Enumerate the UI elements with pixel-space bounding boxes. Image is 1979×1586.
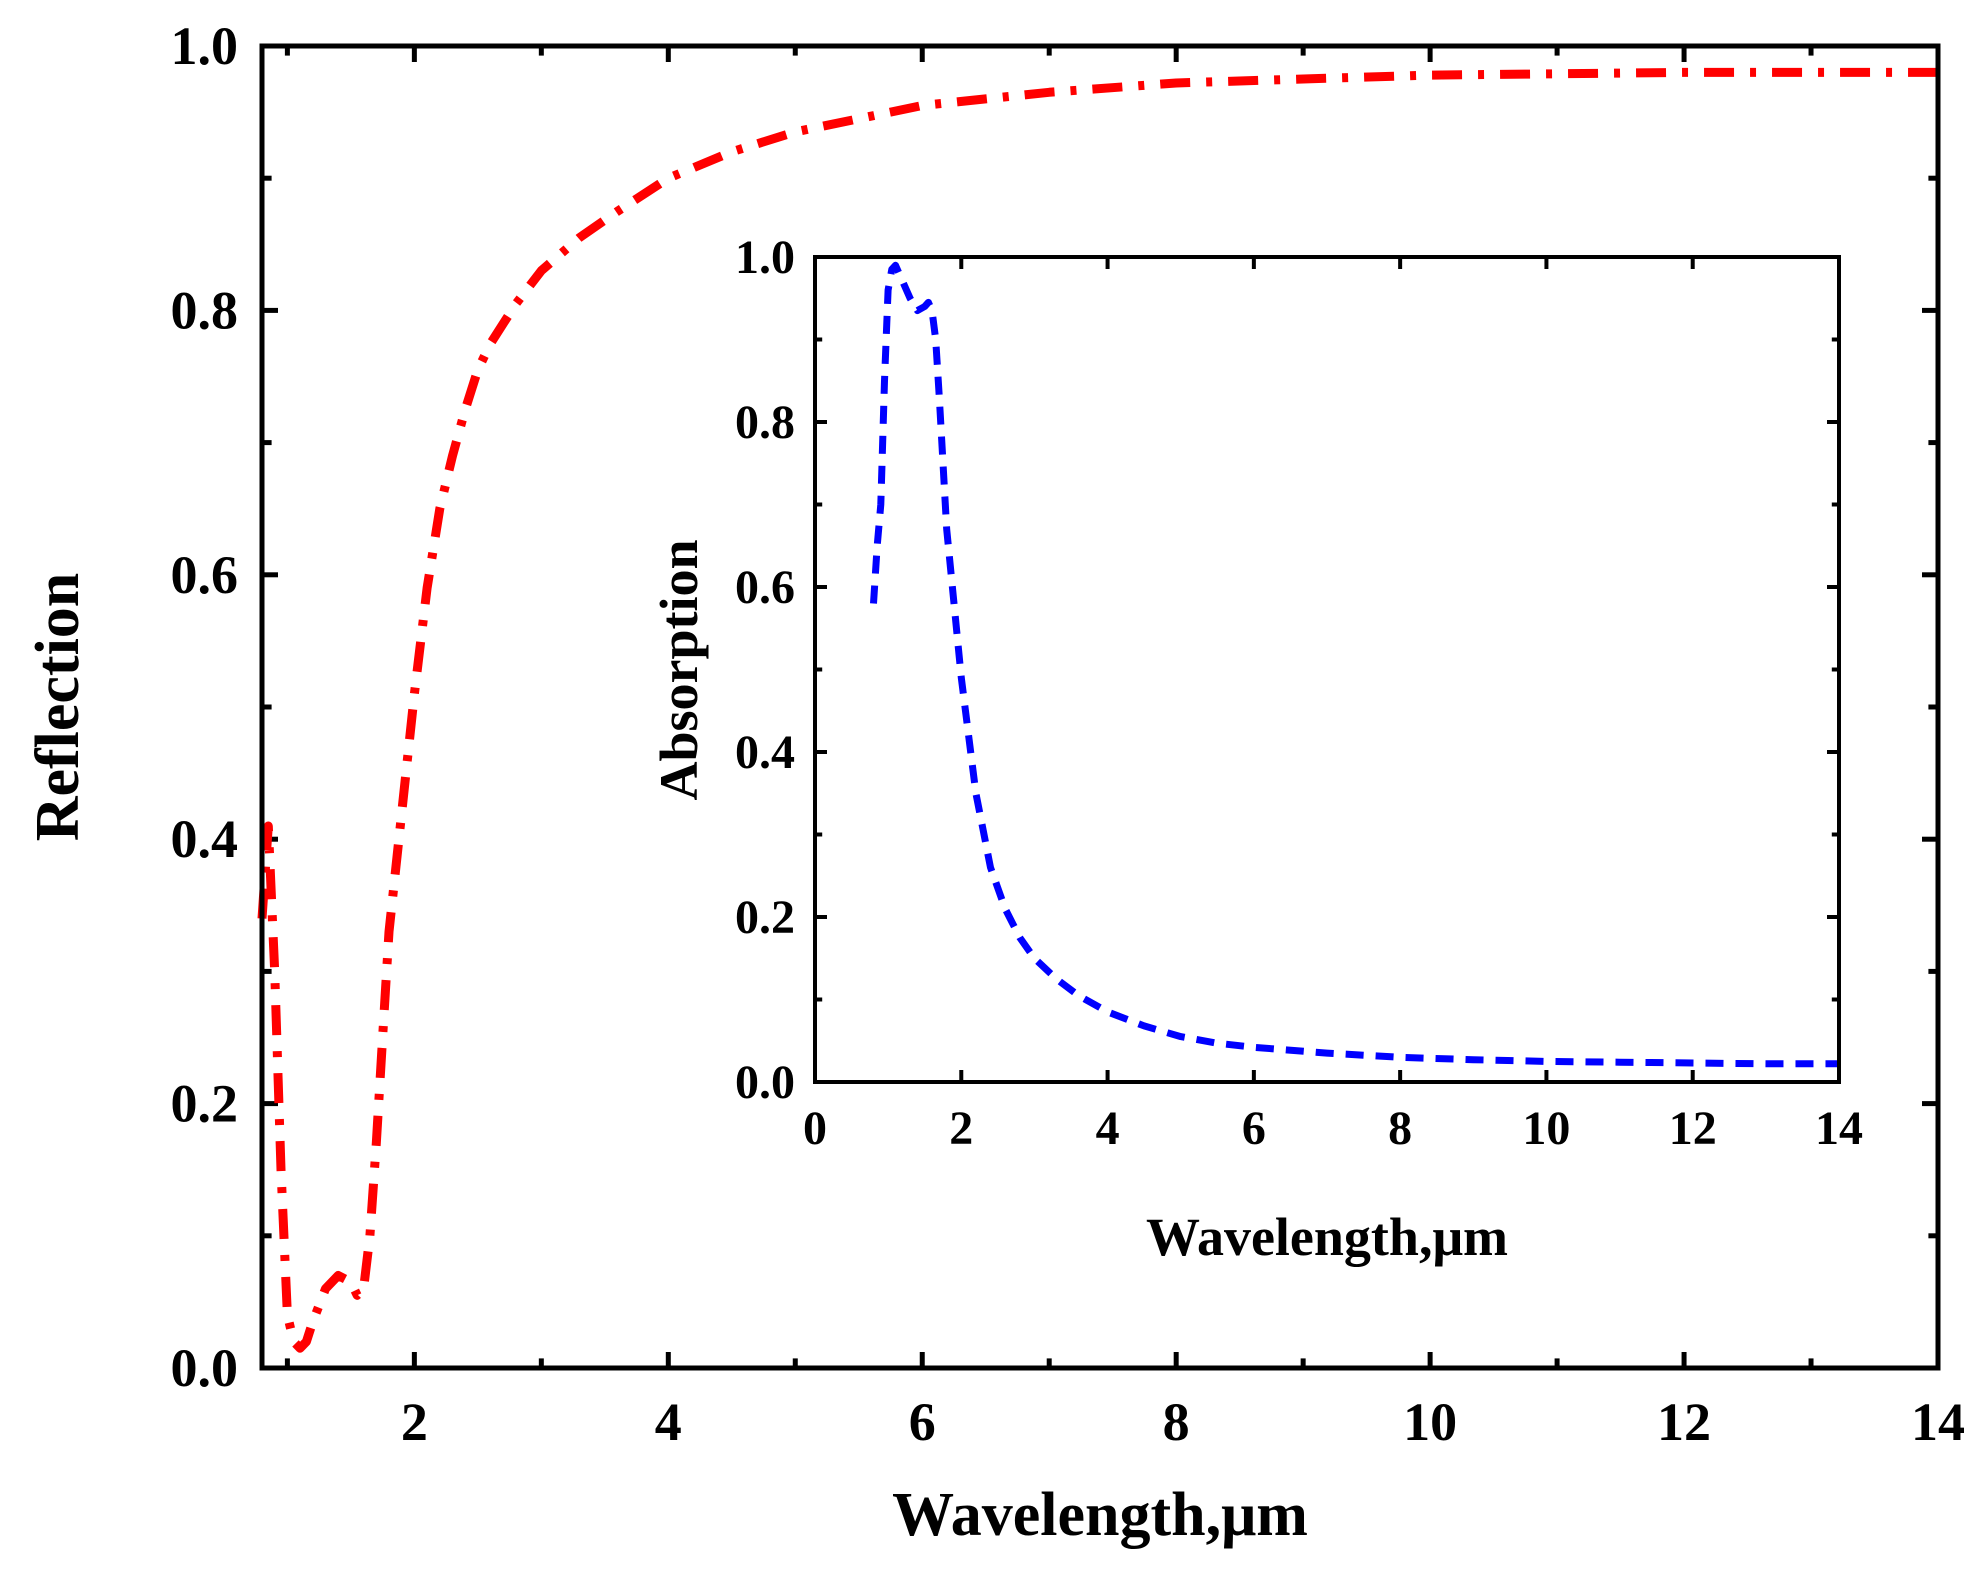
x-tick-label: 4	[1096, 1102, 1120, 1155]
reflection-series-line	[257, 67, 1938, 1353]
y-tick-label: 0.0	[735, 1056, 795, 1109]
main-x-axis-title: Wavelength,μm	[892, 1481, 1308, 1549]
x-tick-label: 12	[1669, 1102, 1717, 1155]
inset-background	[812, 253, 1842, 1083]
y-tick-label: 0.6	[735, 561, 795, 614]
y-tick-label: 1.0	[735, 231, 795, 284]
x-tick-label: 8	[1388, 1102, 1412, 1155]
x-tick-label: 2	[949, 1102, 973, 1155]
inset-series	[870, 261, 1839, 1068]
inset-y-axis-title: Absorption	[649, 539, 709, 800]
main-series	[257, 67, 1938, 1353]
x-tick-label: 14	[1815, 1102, 1863, 1155]
x-tick-label: 2	[401, 1392, 428, 1452]
y-tick-label: 0.8	[171, 280, 239, 340]
x-tick-label: 14	[1911, 1392, 1965, 1452]
inset-plot-frame	[813, 255, 1841, 1084]
x-tick-label: 6	[1242, 1102, 1266, 1155]
x-tick-label: 10	[1522, 1102, 1570, 1155]
y-tick-label: 0.2	[171, 1074, 239, 1134]
y-tick-label: 0.4	[171, 809, 239, 869]
inset-tick-labels: 0 2 4 6 8 10 12 14 0.0 0.2 0.4 0.6 0.8 1.0	[735, 231, 1863, 1155]
y-tick-label: 1.0	[171, 16, 239, 76]
absorption-series-line	[870, 261, 1839, 1068]
x-tick-label: 8	[1163, 1392, 1190, 1452]
main-y-axis-title: Reflection	[24, 573, 92, 842]
y-tick-label: 0.0	[171, 1338, 239, 1398]
main-tick-labels: 2 4 6 8 10 12 14 0.0 0.2 0.4 0.6 0.8 1.0	[171, 16, 1966, 1452]
main-ticks	[262, 43, 1941, 1371]
y-tick-label: 0.4	[735, 726, 795, 779]
x-tick-label: 10	[1403, 1392, 1457, 1452]
x-tick-label: 4	[655, 1392, 682, 1452]
x-tick-label: 12	[1657, 1392, 1711, 1452]
y-tick-label: 0.2	[735, 891, 795, 944]
x-tick-label: 0	[803, 1102, 827, 1155]
y-tick-label: 0.8	[735, 396, 795, 449]
x-tick-label: 6	[909, 1392, 936, 1452]
y-tick-label: 0.6	[171, 545, 239, 605]
main-plot-frame	[259, 43, 1941, 1371]
inset-x-axis-title: Wavelength,μm	[1146, 1207, 1508, 1267]
